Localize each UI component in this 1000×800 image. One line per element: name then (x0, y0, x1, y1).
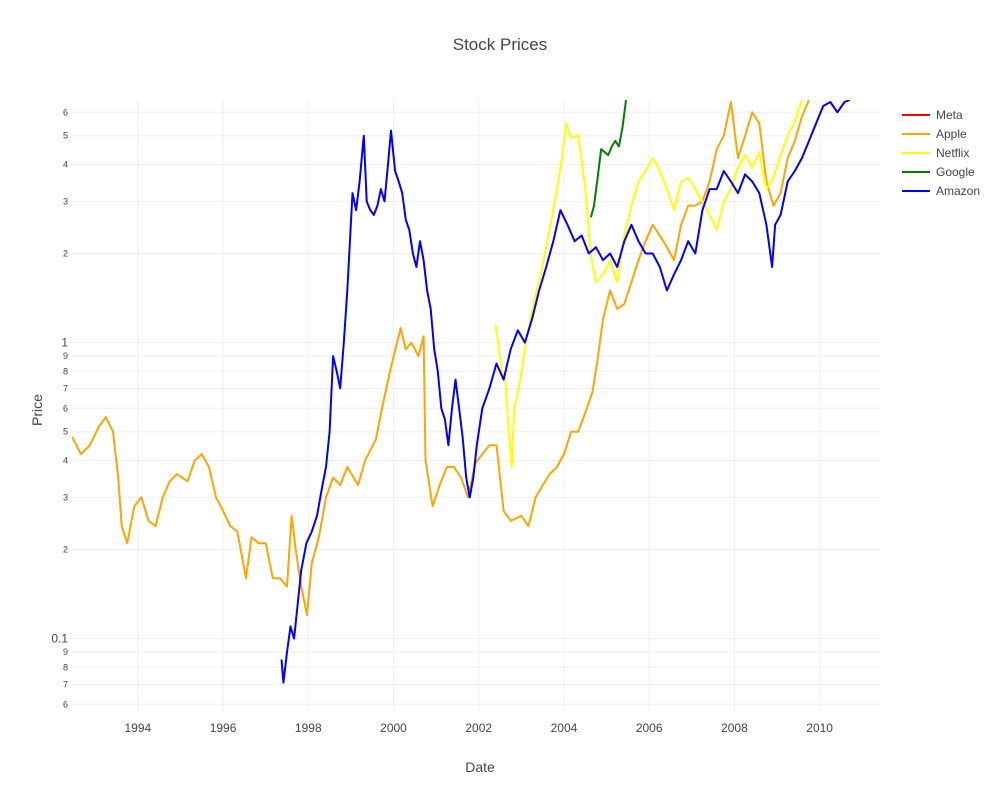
series-line-amazon (280, 100, 851, 684)
x-tick-label: 2004 (551, 721, 578, 735)
y-tick-label: 3 (63, 492, 68, 502)
legend-label-meta[interactable]: Meta (936, 108, 963, 122)
legend-label-apple[interactable]: Apple (936, 127, 967, 141)
series-lines (72, 100, 851, 684)
y-tick-label: 6 (63, 699, 68, 709)
x-tick-label: 2008 (721, 721, 748, 735)
x-tick-label: 2002 (465, 721, 492, 735)
y-tick-label: 9 (63, 647, 68, 657)
chart-title: Stock Prices (453, 35, 547, 54)
x-tick-label: 1998 (295, 721, 322, 735)
y-tick-label: 4 (63, 455, 68, 465)
y-tick-label: 6 (63, 403, 68, 413)
y-tick-label: 9 (63, 351, 68, 361)
y-tick-label: 8 (63, 366, 68, 376)
legend-label-amazon[interactable]: Amazon (936, 184, 980, 198)
y-tick-label: 2 (63, 544, 68, 554)
y-tick-label: 8 (63, 662, 68, 672)
x-tick-label: 2006 (636, 721, 663, 735)
y-axis-title: Price (29, 394, 45, 426)
y-tick-label: 4 (63, 159, 68, 169)
x-tick-label: 2010 (806, 721, 833, 735)
y-tick-label: 2 (63, 248, 68, 258)
y-tick-label: 5 (63, 427, 68, 437)
y-tick-label: 0.1 (51, 632, 68, 646)
x-tick-label: 1994 (124, 721, 151, 735)
y-tick-label: 6 (63, 107, 68, 117)
series-line-apple (72, 100, 810, 617)
y-tick-label: 3 (63, 196, 68, 206)
gridlines (72, 100, 880, 712)
x-tick-label: 1996 (210, 721, 237, 735)
x-tick-label: 2000 (380, 721, 407, 735)
legend-label-google[interactable]: Google (936, 165, 975, 179)
y-tick-label: 7 (63, 679, 68, 689)
y-tick-label: 1 (61, 336, 68, 350)
series-line-google (589, 100, 627, 218)
axes: 1994 1996 1998 2000 2002 2004 2006 2008 2010 6 7 8 9… (51, 107, 833, 735)
y-tick-label: 5 (63, 131, 68, 141)
y-tick-label: 7 (63, 383, 68, 393)
legend-label-netflix[interactable]: Netflix (936, 146, 969, 160)
legend: Meta Apple Netflix Google Amazon (902, 108, 980, 198)
x-axis-title: Date (465, 759, 495, 775)
